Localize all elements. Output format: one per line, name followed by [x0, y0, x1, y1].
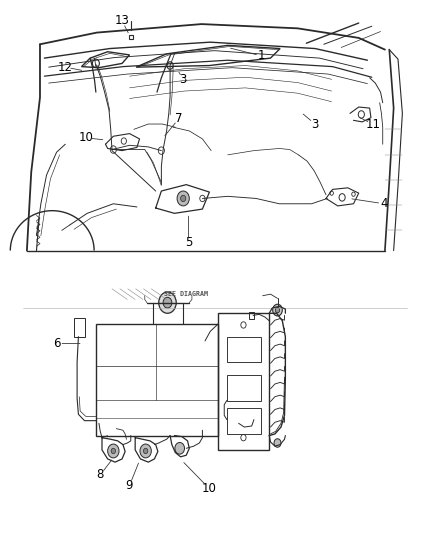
Circle shape	[276, 308, 280, 313]
Text: 10: 10	[78, 131, 93, 144]
Circle shape	[175, 442, 184, 454]
Text: 8: 8	[96, 469, 104, 481]
Circle shape	[111, 448, 116, 454]
Circle shape	[180, 195, 186, 201]
Text: 3: 3	[311, 118, 319, 131]
Text: 7: 7	[175, 112, 183, 125]
Text: 10: 10	[202, 482, 217, 495]
Circle shape	[163, 297, 172, 308]
Text: 13: 13	[115, 14, 130, 27]
Text: 11: 11	[365, 118, 380, 131]
Text: 3: 3	[180, 73, 187, 86]
Text: 4: 4	[380, 197, 388, 211]
Text: 5: 5	[185, 236, 192, 249]
Circle shape	[273, 304, 283, 316]
Circle shape	[108, 444, 119, 458]
Circle shape	[274, 439, 281, 447]
Text: 9: 9	[126, 479, 133, 492]
Text: 12: 12	[58, 61, 73, 74]
Circle shape	[140, 444, 151, 458]
Circle shape	[177, 191, 189, 206]
Text: 6: 6	[53, 337, 60, 350]
Text: 1: 1	[258, 50, 265, 62]
Text: SEE DIAGRAM: SEE DIAGRAM	[164, 291, 208, 297]
Circle shape	[159, 292, 176, 313]
Circle shape	[144, 448, 148, 454]
